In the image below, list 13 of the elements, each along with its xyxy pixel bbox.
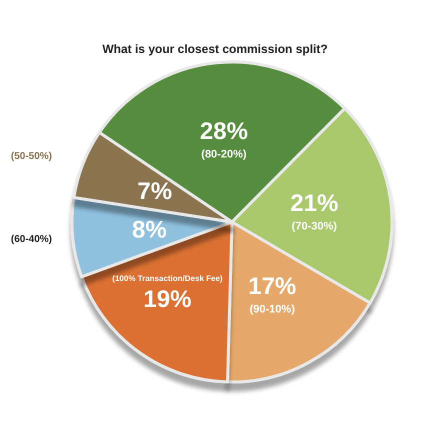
data-label: 7% (137, 178, 172, 206)
data-label: 8% (132, 216, 167, 244)
slice-label: (80-20%) (201, 148, 247, 160)
slice-label: (70-30%) (292, 220, 338, 232)
slice-label: (100% Transaction/Desk Fee) (112, 274, 223, 283)
chart-title: What is your closest commission split? (102, 42, 328, 56)
slice-label: (60-40%) (10, 234, 52, 245)
data-label: 28% (200, 118, 248, 145)
data-label: 19% (143, 286, 192, 313)
data-label: 21% (290, 190, 338, 217)
data-label: 17% (248, 273, 296, 300)
slice-label: (50-50%) (10, 151, 52, 162)
slice-label: (90-10%) (250, 304, 296, 316)
